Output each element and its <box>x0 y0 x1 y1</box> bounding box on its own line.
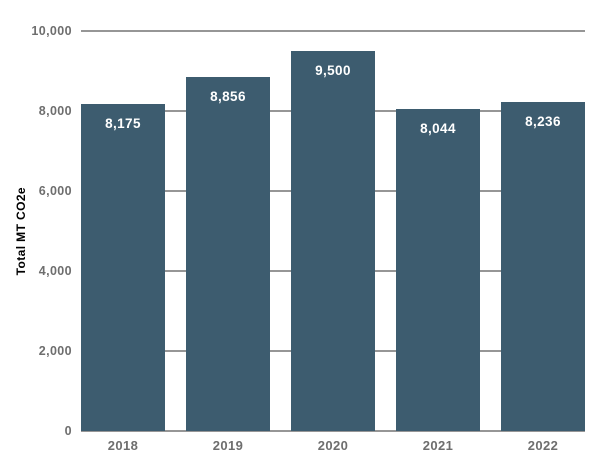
x-tick-label: 2022 <box>527 438 559 453</box>
plot-area: 8,175 8,856 9,500 8,044 8,236 <box>81 30 585 432</box>
y-tick-label: 0 <box>64 424 72 438</box>
bar-2022: 8,236 <box>501 101 585 431</box>
x-tick-label: 2018 <box>107 438 139 453</box>
x-axis-labels: 2018 2019 2020 2021 2022 <box>81 438 585 453</box>
bar-value-label: 8,044 <box>420 121 456 137</box>
bar-value-label: 8,236 <box>525 113 561 129</box>
bar-2020: 9,500 <box>291 51 375 431</box>
bar-series: 8,175 8,856 9,500 8,044 8,236 <box>81 31 585 431</box>
y-axis-ticks: 0 2,000 4,000 6,000 8,000 10,000 <box>0 24 76 438</box>
y-tick-label: 6,000 <box>38 184 72 198</box>
bar-value-label: 8,175 <box>105 116 141 131</box>
y-tick-label: 8,000 <box>38 104 72 118</box>
y-tick-label: 4,000 <box>38 264 72 278</box>
bar-2018: 8,175 <box>81 104 165 431</box>
y-tick-label: 2,000 <box>38 344 72 358</box>
y-tick-label: 10,000 <box>31 24 72 38</box>
gridline <box>81 30 585 32</box>
bar-2019: 8,856 <box>186 76 270 431</box>
x-tick-label: 2021 <box>422 438 454 453</box>
x-tick-label: 2019 <box>212 438 244 453</box>
bar-value-label: 8,856 <box>210 88 246 104</box>
bar-2021: 8,044 <box>396 109 480 431</box>
x-tick-label: 2020 <box>317 438 349 453</box>
gridline <box>81 430 585 432</box>
bar-value-label: 9,500 <box>315 63 351 78</box>
